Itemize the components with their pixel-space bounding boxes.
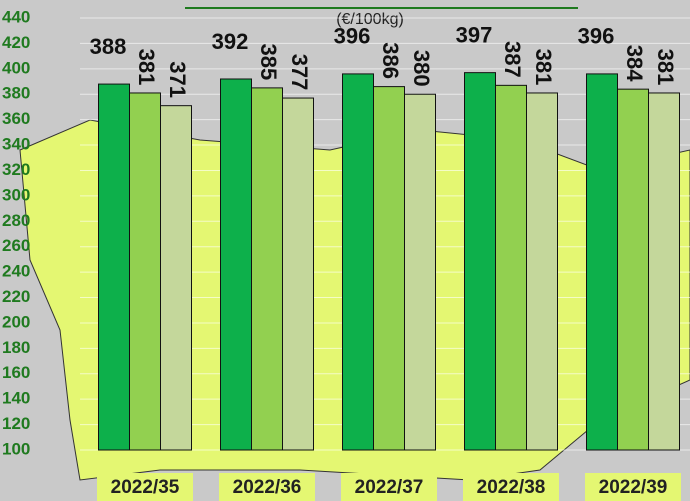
y-tick-label: 260 bbox=[2, 236, 30, 255]
y-tick-label: 360 bbox=[2, 109, 30, 128]
category-box bbox=[585, 473, 681, 501]
bar bbox=[526, 92, 558, 451]
bar bbox=[98, 83, 130, 451]
bar bbox=[251, 87, 283, 451]
y-tick-label: 340 bbox=[2, 135, 30, 154]
x-tick-label: 2022/35 bbox=[111, 477, 180, 498]
data-label: 381 bbox=[531, 49, 556, 86]
data-label: 381 bbox=[134, 49, 159, 86]
x-tick-label: 2022/39 bbox=[599, 477, 668, 498]
bar bbox=[282, 97, 314, 451]
data-label: 396 bbox=[334, 24, 371, 49]
data-label: 396 bbox=[578, 24, 615, 49]
data-label: 384 bbox=[622, 45, 647, 82]
y-tick-label: 220 bbox=[2, 287, 30, 306]
y-tick-label: 180 bbox=[2, 338, 30, 357]
bar bbox=[404, 93, 436, 451]
data-label: 386 bbox=[378, 42, 403, 79]
data-label: 371 bbox=[165, 61, 190, 98]
bar bbox=[220, 78, 252, 451]
y-tick-label: 380 bbox=[2, 84, 30, 103]
chart-title: (€/100kg) bbox=[336, 11, 404, 28]
data-label: 381 bbox=[653, 49, 678, 86]
data-label: 388 bbox=[90, 34, 127, 59]
data-label: 385 bbox=[256, 44, 281, 81]
y-tick-label: 140 bbox=[2, 389, 30, 408]
category-box bbox=[219, 473, 315, 501]
category-box bbox=[341, 473, 437, 501]
y-tick-label: 240 bbox=[2, 262, 30, 281]
bar bbox=[373, 86, 405, 451]
bar bbox=[586, 73, 618, 451]
bar bbox=[342, 73, 374, 451]
category-box bbox=[463, 473, 559, 501]
x-tick-label: 2022/38 bbox=[477, 477, 546, 498]
bar bbox=[129, 92, 161, 451]
y-tick-label: 300 bbox=[2, 185, 30, 204]
y-tick-label: 160 bbox=[2, 363, 30, 382]
y-tick-label: 120 bbox=[2, 414, 30, 433]
x-tick-label: 2022/36 bbox=[233, 477, 302, 498]
y-tick-label: 200 bbox=[2, 312, 30, 331]
y-tick-label: 100 bbox=[2, 439, 30, 458]
bar bbox=[648, 92, 680, 451]
bar bbox=[495, 84, 527, 451]
y-tick-label: 400 bbox=[2, 58, 30, 77]
data-label: 387 bbox=[500, 41, 525, 78]
data-label: 380 bbox=[409, 50, 434, 87]
y-tick-label: 420 bbox=[2, 33, 30, 52]
data-label: 392 bbox=[212, 29, 249, 54]
data-label: 397 bbox=[456, 22, 493, 47]
bar bbox=[464, 72, 496, 451]
bar bbox=[617, 88, 649, 451]
bar bbox=[160, 105, 192, 451]
category-box bbox=[97, 473, 193, 501]
y-tick-label: 280 bbox=[2, 211, 30, 230]
x-tick-label: 2022/37 bbox=[355, 477, 424, 498]
y-tick-label: 320 bbox=[2, 160, 30, 179]
data-label: 377 bbox=[287, 54, 312, 91]
y-tick-label: 440 bbox=[2, 7, 30, 26]
